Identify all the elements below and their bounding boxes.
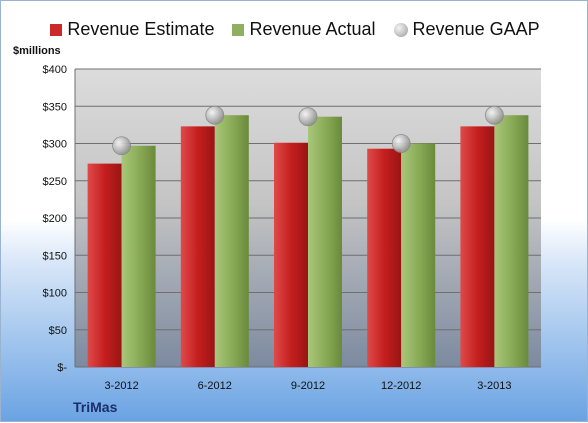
bar-revenue-actual [121, 145, 156, 367]
bar-revenue-estimate [87, 163, 122, 367]
legend-label-actual: Revenue Actual [249, 19, 376, 39]
chart-legend: Revenue Estimate Revenue Actual Revenue … [1, 19, 588, 40]
x-tick-label: 9-2012 [291, 380, 325, 392]
bar-revenue-actual [494, 115, 529, 367]
legend-label-estimate: Revenue Estimate [67, 19, 215, 39]
legend-swatch-actual [232, 23, 245, 36]
legend-label-gaap: Revenue GAAP [412, 19, 540, 39]
x-tick-label: 3-2013 [477, 380, 511, 392]
bar-revenue-estimate [180, 126, 215, 368]
legend-item-estimate: Revenue Estimate [50, 19, 214, 40]
y-tick-label: $350 [43, 101, 67, 113]
bar-revenue-estimate [274, 142, 308, 367]
bar-revenue-actual [308, 116, 342, 368]
bar-revenue-actual [214, 115, 249, 367]
x-tick-label: 6-2012 [198, 380, 232, 392]
y-tick-label: $300 [43, 139, 67, 151]
legend-swatch-estimate [50, 23, 63, 36]
bar-revenue-estimate [460, 126, 495, 368]
y-tick-label: $50 [49, 325, 67, 337]
x-tick-label: 3-2012 [104, 380, 138, 392]
company-name: TriMas [73, 399, 118, 415]
y-tick-label: $150 [43, 250, 67, 262]
y-tick-label: $100 [43, 288, 67, 300]
marker-revenue-gaap [298, 107, 318, 127]
y-tick-label: $200 [43, 213, 67, 225]
marker-revenue-gaap [112, 136, 131, 156]
marker-revenue-gaap [391, 134, 411, 153]
y-tick-label: $- [57, 362, 67, 374]
bar-revenue-estimate [367, 148, 402, 367]
y-tick-label: $400 [43, 64, 67, 76]
legend-item-actual: Revenue Actual [232, 19, 376, 40]
legend-item-gaap: Revenue GAAP [393, 19, 540, 40]
marker-revenue-gaap [484, 105, 504, 125]
y-axis-unit-label: $millions [13, 45, 61, 57]
y-tick-label: $250 [43, 176, 67, 188]
marker-revenue-gaap [205, 105, 225, 125]
x-tick-label: 12-2012 [381, 380, 421, 392]
bar-revenue-actual [401, 143, 436, 367]
legend-swatch-gaap [393, 22, 408, 37]
